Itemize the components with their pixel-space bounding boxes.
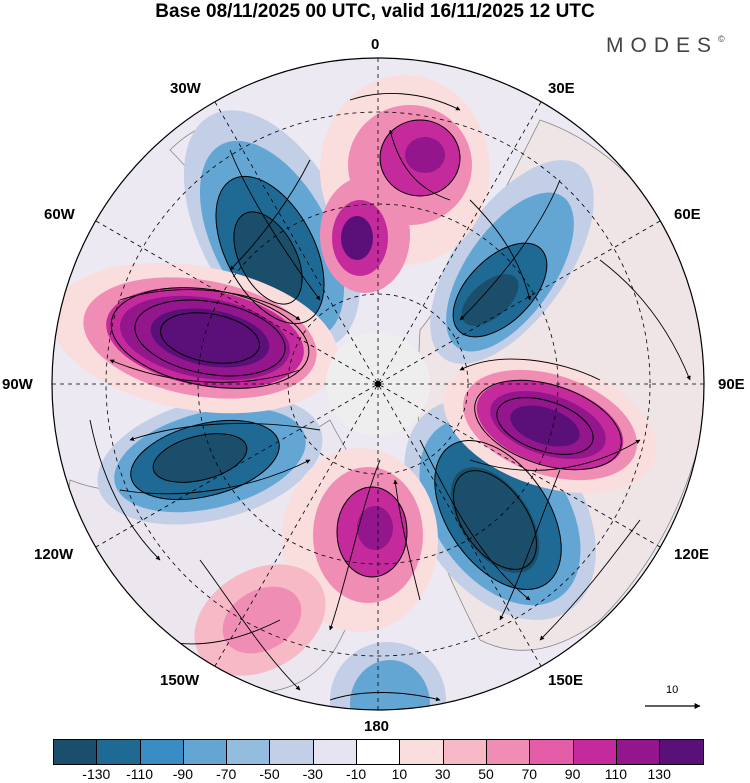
colorbar-segment	[54, 740, 98, 764]
graticule	[52, 58, 704, 710]
lon-label-30w: 30W	[170, 80, 201, 97]
colorbar-tick-label: 110	[604, 766, 628, 782]
colorbar-tick-label: -110	[126, 766, 154, 782]
lon-label-60w: 60W	[44, 206, 75, 223]
lon-label-90w: 90W	[2, 376, 33, 393]
lon-label-60e: 60E	[674, 206, 701, 223]
positive-anomaly-2	[443, 356, 657, 494]
colorbar-segment	[616, 740, 661, 764]
colorbar-segment	[97, 740, 141, 764]
colorbar-segment	[140, 740, 184, 764]
colorbar-segment	[443, 740, 487, 764]
colorbar-segment	[227, 740, 271, 764]
positive-anomaly-1	[52, 262, 339, 414]
colorbar-segment	[313, 740, 358, 764]
lon-label-0: 0	[371, 36, 380, 53]
lon-label-150w: 150W	[160, 672, 200, 689]
map-border	[51, 57, 705, 711]
lon-label-90e: 90E	[718, 376, 745, 393]
colorbar-tick-label: 50	[478, 766, 494, 782]
negative-anomaly-5	[330, 642, 446, 710]
lon-label-120e: 120E	[674, 546, 710, 563]
colorbar-tick-label: -50	[259, 766, 280, 782]
modes-logo: MODES©	[606, 34, 725, 58]
logo-mark: ©	[718, 34, 725, 44]
colorbar-tick-label: 90	[564, 766, 581, 782]
colorbar-tick-label: -130	[82, 766, 111, 782]
north-pole	[375, 381, 381, 387]
map-title: Base 08/11/2025 00 UTC, valid 16/11/2025…	[155, 1, 595, 22]
positive-anomaly-4	[194, 448, 438, 676]
colorbar	[53, 739, 705, 765]
logo-text: MODES	[606, 34, 719, 57]
colorbar-tick-label: -70	[216, 766, 237, 782]
lon-label-30e: 30E	[548, 80, 575, 97]
lon-label-120w: 120W	[34, 546, 74, 563]
colorbar-segment	[486, 740, 531, 764]
colorbar-tick-label: -10	[345, 766, 367, 782]
colorbar-segment	[270, 740, 314, 764]
lon-label-150e: 150E	[548, 672, 584, 689]
positive-anomaly-3	[320, 75, 490, 293]
colorbar-tick-label: 30	[434, 766, 451, 782]
reference-vector-label: 10	[666, 684, 679, 696]
contour-lines	[110, 119, 622, 591]
colorbar-segment	[400, 740, 444, 764]
colorbar-tick-label: -90	[172, 766, 194, 782]
polar-stereographic-map	[51, 57, 705, 711]
wind-streamlines	[89, 93, 691, 702]
colorbar-segment	[357, 740, 401, 764]
colorbar-tick-label: -30	[302, 766, 323, 782]
colorbar-segment	[530, 740, 574, 764]
colorbar-segment	[183, 740, 228, 764]
colorbar-tick-label: 10	[391, 766, 408, 782]
colorbar-segment	[573, 740, 617, 764]
colorbar-segment	[660, 740, 704, 764]
lon-label-180: 180	[364, 718, 390, 735]
colorbar-tick-label: 130	[647, 766, 671, 782]
colorbar-tick-label: 70	[521, 766, 538, 782]
